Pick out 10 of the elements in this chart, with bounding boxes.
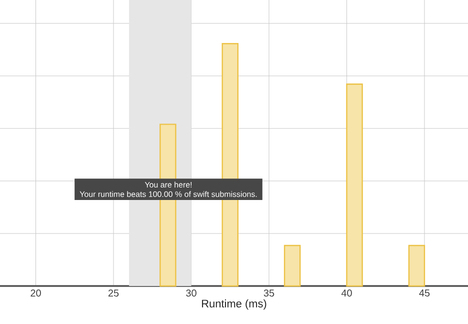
x-tick-label: 30 bbox=[186, 290, 196, 297]
x-tick-label: 25 bbox=[108, 290, 119, 297]
x-axis-title: Runtime (ms) bbox=[202, 299, 266, 310]
x-tick-label: 40 bbox=[341, 290, 352, 297]
bar bbox=[408, 244, 426, 287]
bar bbox=[284, 244, 301, 287]
x-tick-label: 35 bbox=[264, 290, 274, 297]
x-tick-label: 45 bbox=[419, 290, 430, 296]
bar bbox=[346, 84, 363, 287]
x-tick-label: 20 bbox=[30, 290, 41, 297]
